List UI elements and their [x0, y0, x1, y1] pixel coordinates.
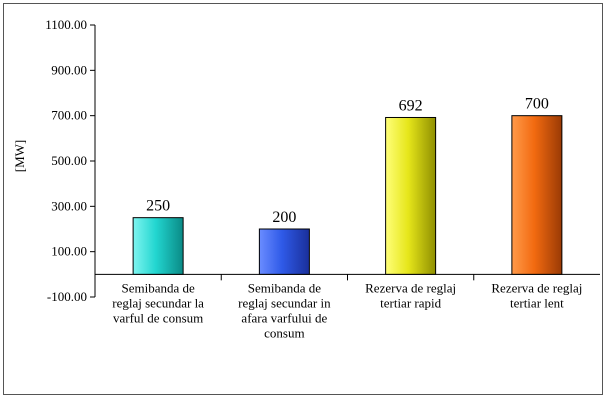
- data-label: 700: [525, 96, 549, 113]
- data-label: 250: [146, 198, 170, 215]
- bar: [258, 228, 310, 275]
- x-category-label: Semibanda de reglaj secundar la varful de …: [112, 280, 204, 325]
- y-tick-label: -100.00: [47, 289, 87, 304]
- x-category-label: Rezerva de reglaj tertiar rapid: [365, 280, 456, 310]
- bar: [511, 115, 563, 275]
- y-axis-title: [MW]: [12, 140, 27, 173]
- y-tick-label: 100.00: [51, 244, 87, 259]
- y-axis-label: [MW]: [12, 140, 27, 173]
- y-tick-label: 700.00: [51, 108, 87, 123]
- category-labels: Semibanda de reglaj secundar la varful de …: [112, 280, 582, 340]
- y-tick-label: 300.00: [51, 198, 87, 213]
- x-category-label: Semibanda de reglaj secundar in afara varf…: [238, 280, 331, 340]
- data-label: 692: [399, 97, 423, 114]
- bar: [385, 116, 437, 275]
- data-label: 200: [272, 209, 296, 226]
- chart-frame: [3, 3, 603, 395]
- bars: [132, 115, 563, 275]
- value-labels: 250 200 692 700: [146, 96, 549, 226]
- y-tick-label: 1100.00: [45, 17, 87, 32]
- y-tick-label: 500.00: [51, 153, 87, 168]
- bar: [132, 217, 184, 275]
- y-tick-label: 900.00: [51, 62, 87, 77]
- x-category-label: Rezerva de reglaj tertiar lent: [491, 280, 582, 310]
